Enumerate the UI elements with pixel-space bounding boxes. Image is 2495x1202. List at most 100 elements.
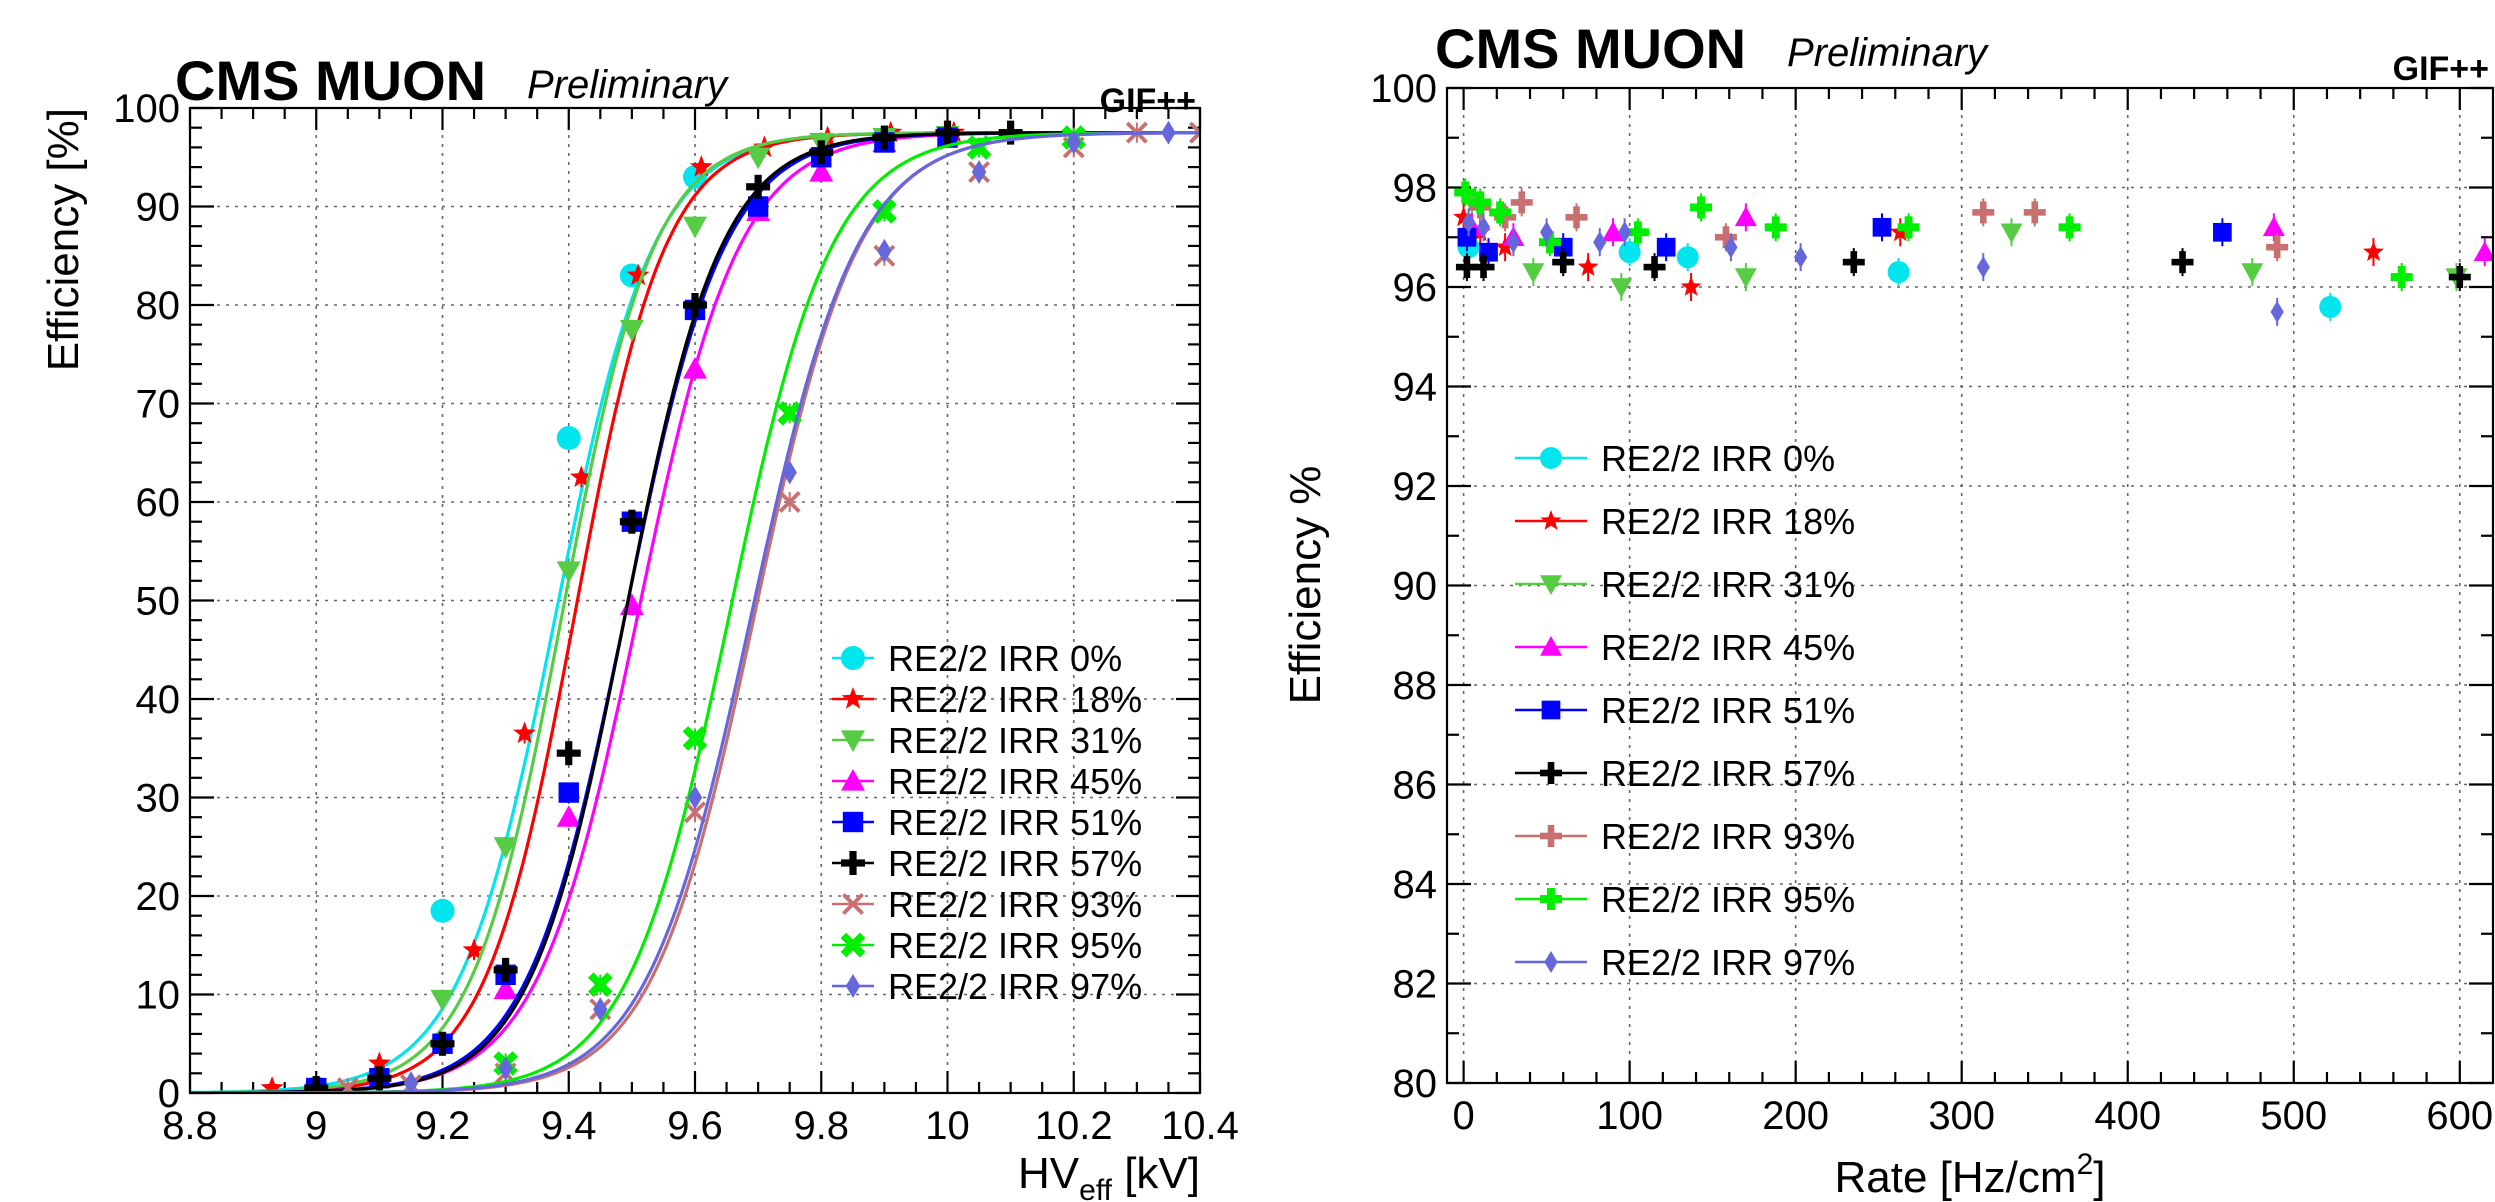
x-axis-title-sup: 2	[2077, 1148, 2094, 1181]
y-axis-title: Efficiency [%]	[39, 108, 88, 371]
data-point	[1680, 276, 1702, 296]
data-point	[1066, 130, 1081, 155]
data-point	[782, 460, 797, 485]
legend-label: RE2/2 IRR 95%	[1601, 879, 1855, 920]
data-point	[1643, 256, 1666, 279]
data-point	[877, 238, 892, 263]
data-point	[1472, 256, 1495, 279]
status-label: Preliminary	[527, 63, 730, 107]
data-point	[556, 805, 581, 827]
data-point	[935, 120, 960, 145]
x-axis-title-main: HV	[1018, 1149, 1080, 1198]
y-tick-label: 86	[1393, 764, 1438, 808]
data-point	[2319, 295, 2342, 318]
data-point	[683, 216, 707, 239]
y-tick-label: 100	[113, 87, 180, 131]
data-point	[2390, 266, 2413, 289]
data-point	[403, 1071, 419, 1093]
data-point	[1455, 256, 1478, 279]
data-point	[1538, 231, 1561, 254]
data-point	[493, 957, 518, 982]
legend-label: RE2/2 IRR 18%	[1601, 501, 1855, 542]
data-point	[746, 147, 771, 170]
legend-label: RE2/2 IRR 97%	[888, 966, 1142, 1007]
data-point	[2262, 216, 2285, 237]
data-point	[2058, 216, 2081, 239]
legend-label: RE2/2 IRR 51%	[1601, 690, 1855, 731]
legend-marker	[1540, 825, 1562, 847]
facility-label: GIF++	[2393, 50, 2489, 88]
legend-marker	[841, 851, 865, 875]
data-point	[1540, 221, 1554, 244]
y-axis-title: Efficiency %	[1281, 466, 1330, 705]
data-point	[1656, 237, 1676, 257]
legend-label: RE2/2 IRR 57%	[888, 843, 1142, 884]
x-axis-title-unit: [kV]	[1112, 1149, 1200, 1198]
legend-label: RE2/2 IRR 0%	[1601, 438, 1835, 479]
data-point	[2023, 201, 2046, 224]
data-point	[2270, 300, 2284, 323]
data-point	[1565, 206, 1588, 229]
data-point	[1764, 216, 1787, 239]
data-point	[872, 199, 897, 224]
legend-marker	[1541, 700, 1561, 720]
data-point	[304, 1076, 329, 1093]
data-point	[1618, 241, 1641, 264]
legend-marker	[1540, 888, 1562, 910]
x-tick-label: 9	[305, 1104, 327, 1148]
data-point	[689, 155, 713, 177]
legend-label: RE2/2 IRR 31%	[1601, 564, 1855, 605]
data-point	[683, 357, 707, 379]
data-point	[1610, 278, 1633, 298]
legend-marker	[842, 893, 864, 915]
data-point	[1734, 268, 1757, 289]
series-7	[1454, 178, 2413, 292]
x-tick-label: 10.2	[1035, 1104, 1113, 1148]
data-point	[1714, 226, 1737, 249]
y-tick-label: 84	[1393, 863, 1438, 907]
data-point	[998, 120, 1023, 145]
data-point	[1577, 256, 1599, 276]
data-point	[1972, 201, 1995, 224]
data-point	[1457, 227, 1477, 247]
data-point	[1842, 251, 1865, 274]
legend-marker	[841, 687, 865, 709]
x-tick-label: 500	[2260, 1094, 2327, 1138]
data-point	[1522, 263, 1545, 284]
plot-frame	[1445, 86, 2495, 1085]
data-point	[1602, 221, 1625, 242]
data-point	[684, 801, 706, 824]
y-tick-label: 60	[136, 481, 181, 525]
x-tick-label: 8.8	[162, 1104, 218, 1148]
legend-marker	[1540, 762, 1562, 784]
legend-label: RE2/2 IRR 57%	[1601, 753, 1855, 794]
data-point	[753, 135, 776, 158]
y-tick-label: 80	[136, 284, 181, 328]
data-point	[1618, 221, 1632, 244]
data-point	[1794, 246, 1808, 269]
data-point	[1676, 246, 1699, 269]
legend-label: RE2/2 IRR 45%	[888, 761, 1142, 802]
data-point	[1887, 261, 1910, 284]
y-tick-label: 82	[1393, 963, 1438, 1007]
data-point	[1489, 201, 1512, 224]
data-point	[570, 465, 593, 488]
series-8	[1461, 208, 2284, 326]
y-tick-label: 10	[136, 974, 181, 1018]
x-axis-title-sub: eff	[1079, 1174, 1112, 1202]
data-point	[493, 977, 518, 1000]
data-point	[1494, 236, 1516, 257]
legend-label: RE2/2 IRR 0%	[888, 638, 1122, 679]
data-point	[587, 972, 613, 997]
experiment-title: CMS MUON	[1435, 17, 1746, 80]
data-point	[1469, 191, 1492, 214]
legend-label: RE2/2 IRR 93%	[1601, 816, 1855, 857]
data-point	[778, 491, 801, 513]
data-point	[682, 726, 708, 751]
legend-label: RE2/2 IRR 18%	[888, 679, 1142, 720]
y-tick-label: 50	[136, 580, 181, 624]
x-axis-title: HVeff [kV]	[1018, 1149, 1200, 1202]
series-0	[1457, 233, 2342, 321]
data-point	[809, 160, 834, 182]
